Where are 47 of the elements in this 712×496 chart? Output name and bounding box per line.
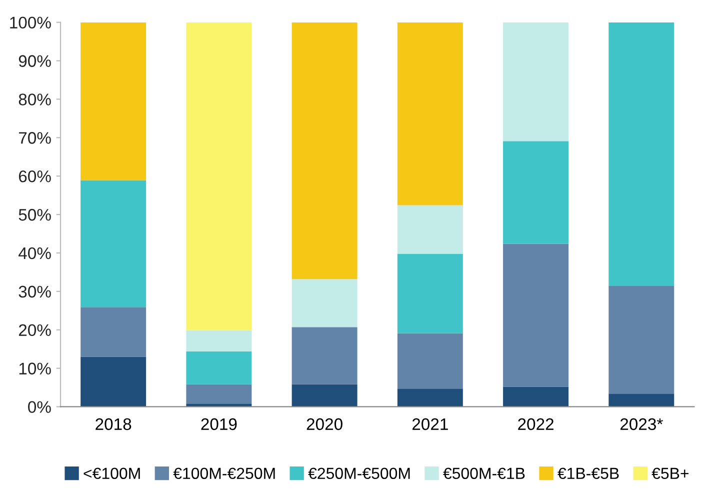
legend-label: €250M-€500M — [308, 468, 410, 480]
bar — [186, 22, 252, 330]
bar — [608, 22, 674, 286]
bar — [186, 384, 252, 404]
bar — [292, 22, 358, 280]
bar — [503, 244, 569, 387]
legend-label: €1B-€5B — [558, 468, 619, 480]
y-tick-label: 20% — [18, 324, 51, 336]
y-tick-label: 10% — [19, 362, 51, 374]
bar — [608, 286, 674, 394]
x-tick-label: 2023* — [620, 418, 663, 430]
bar — [292, 384, 358, 407]
legend-label: <€100M — [84, 468, 140, 480]
y-tick-label: 100% — [10, 16, 51, 29]
bar — [608, 394, 674, 407]
y-tick-label: 50% — [18, 208, 51, 221]
x-tick-label: 2018 — [96, 418, 132, 430]
x-tick-label: 2020 — [306, 418, 342, 430]
bar — [503, 141, 569, 244]
y-tick-label: 30% — [18, 286, 51, 298]
legend-label: €500M-€1B — [443, 468, 525, 480]
y-tick-label: 70% — [18, 132, 51, 144]
x-tick-label: 2019 — [201, 418, 237, 430]
x-tick-label: 2022 — [518, 418, 554, 430]
bar — [80, 307, 146, 357]
legend-label: €5B+ — [652, 468, 689, 480]
bar — [397, 22, 463, 206]
bar — [397, 254, 463, 334]
legend-label: €100M-€250M — [173, 468, 275, 480]
bar — [186, 330, 252, 352]
y-tick-label: 0% — [28, 401, 51, 413]
x-tick-label: 2021 — [412, 418, 448, 430]
y-tick-label: 60% — [18, 170, 51, 182]
y-tick-label: 40% — [18, 247, 51, 260]
bar — [292, 279, 358, 328]
y-tick-label: 80% — [18, 94, 51, 106]
y-tick-label: 90% — [18, 55, 51, 67]
bar — [80, 180, 146, 308]
bar — [80, 22, 146, 180]
bar — [503, 22, 569, 142]
bar — [503, 386, 569, 407]
bar — [397, 205, 463, 254]
bar — [80, 356, 146, 407]
bar — [186, 351, 252, 384]
bar — [292, 327, 358, 384]
bar — [397, 388, 463, 407]
bar — [397, 333, 463, 389]
